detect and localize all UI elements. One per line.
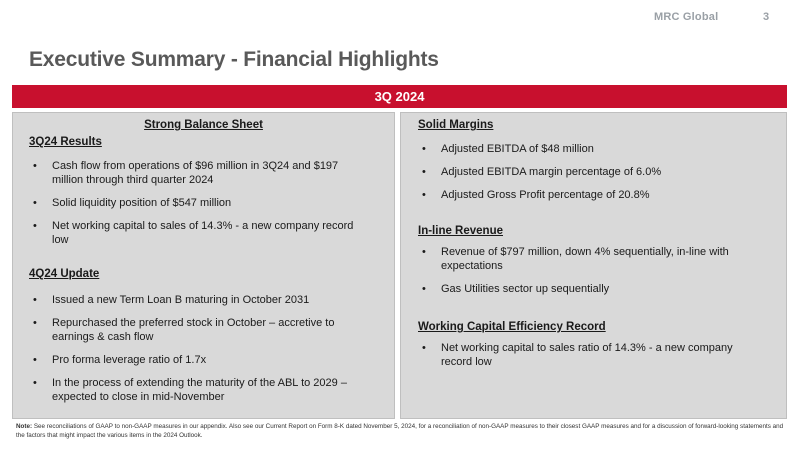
company-logo: MRC Global [654,11,719,23]
list-item: Cash flow from operations of $96 million… [29,159,364,187]
section-title-3q24-results: 3Q24 Results [29,136,102,148]
footnote: Note: See reconciliations of GAAP to non… [16,423,786,440]
left-panel: Strong Balance Sheet 3Q24 Results Cash f… [12,112,395,419]
section-title-working-capital: Working Capital Efficiency Record [418,321,606,333]
list-item: Adjusted Gross Profit percentage of 20.8… [418,188,758,202]
list-item: Adjusted EBITDA of $48 million [418,142,758,156]
list-item: Pro forma leverage ratio of 1.7x [29,353,359,367]
list-item: Gas Utilities sector up sequentially [418,282,763,296]
page-title: Executive Summary - Financial Highlights [29,48,439,71]
section-title-4q24-update: 4Q24 Update [29,268,100,280]
page-number: 3 [763,11,770,23]
period-banner: 3Q 2024 [12,85,787,108]
list-item: In the process of extending the maturity… [29,376,359,404]
footnote-text: See reconciliations of GAAP to non-GAAP … [16,423,784,439]
left-panel-heading: Strong Balance Sheet [144,119,263,131]
revenue-list: Revenue of $797 million, down 4% sequent… [418,245,763,305]
list-item: Revenue of $797 million, down 4% sequent… [418,245,763,273]
footnote-label: Note: [16,423,33,430]
update-list: Issued a new Term Loan B maturing in Oct… [29,293,359,413]
section-title-solid-margins: Solid Margins [418,119,494,131]
working-capital-list: Net working capital to sales ratio of 14… [418,341,758,378]
right-panel: Solid Margins Adjusted EBITDA of $48 mil… [400,112,787,419]
list-item: Net working capital to sales ratio of 14… [418,341,758,369]
list-item: Repurchased the preferred stock in Octob… [29,316,359,344]
list-item: Issued a new Term Loan B maturing in Oct… [29,293,359,307]
results-list: Cash flow from operations of $96 million… [29,159,364,256]
section-title-inline-revenue: In-line Revenue [418,225,503,237]
list-item: Solid liquidity position of $547 million [29,196,364,210]
list-item: Net working capital to sales of 14.3% - … [29,219,364,247]
margins-list: Adjusted EBITDA of $48 million Adjusted … [418,142,758,211]
list-item: Adjusted EBITDA margin percentage of 6.0… [418,165,758,179]
